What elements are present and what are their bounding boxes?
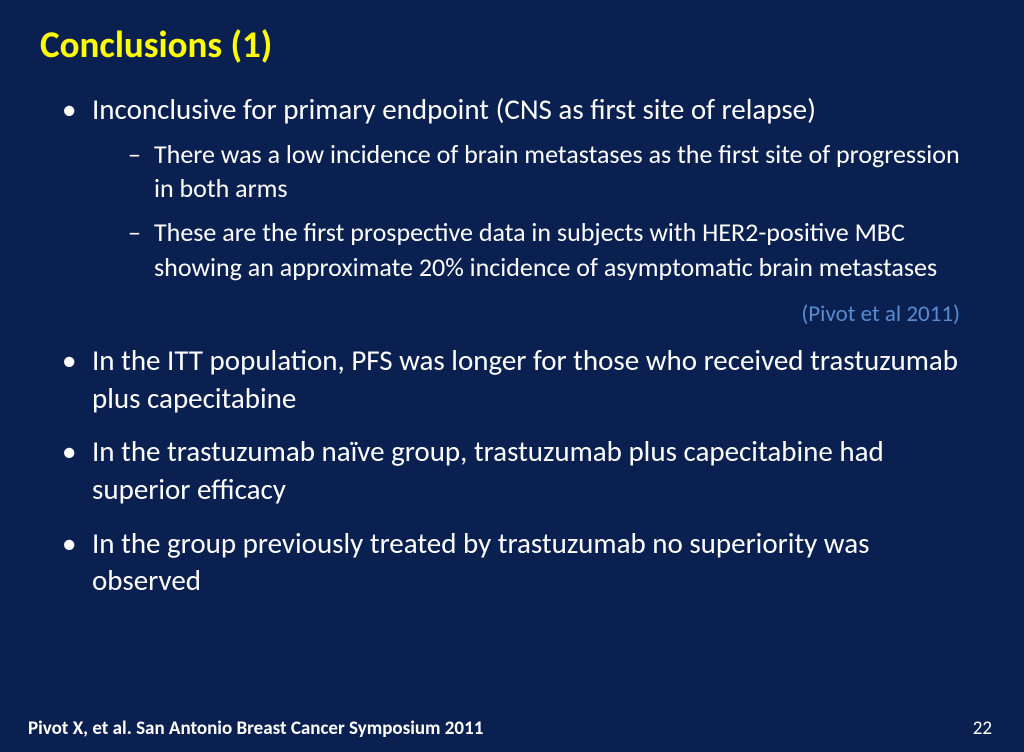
bullet-text: In the trastuzumab naïve group, trastuzu… [92,433,884,507]
bullet-text: There was a low incidence of brain metas… [154,138,960,204]
footer: Pivot X, et al. San Antonio Breast Cance… [0,717,1024,740]
list-item: In the trastuzumab naïve group, trastuzu… [56,433,980,508]
slide: Conclusions (1) Inconclusive for primary… [0,0,1024,752]
inline-citation: (Pivot et al 2011) [32,300,960,328]
bullet-text: In the ITT population, PFS was longer fo… [92,342,958,416]
bullet-text: In the group previously treated by trast… [92,525,869,599]
list-item: Inconclusive for primary endpoint (CNS a… [56,91,980,284]
bullet-list: Inconclusive for primary endpoint (CNS a… [32,91,992,284]
slide-title: Conclusions (1) [40,22,992,67]
footer-reference: Pivot X, et al. San Antonio Breast Cance… [28,717,483,740]
bullet-text: These are the first prospective data in … [154,216,937,282]
list-item: There was a low incidence of brain metas… [124,137,980,206]
list-item: These are the first prospective data in … [124,215,980,284]
bullet-text: Inconclusive for primary endpoint (CNS a… [92,91,816,127]
bullet-list: In the ITT population, PFS was longer fo… [32,342,992,600]
page-number: 22 [973,717,992,740]
list-item: In the ITT population, PFS was longer fo… [56,342,980,417]
list-item: In the group previously treated by trast… [56,525,980,600]
sub-list: There was a low incidence of brain metas… [92,137,980,284]
